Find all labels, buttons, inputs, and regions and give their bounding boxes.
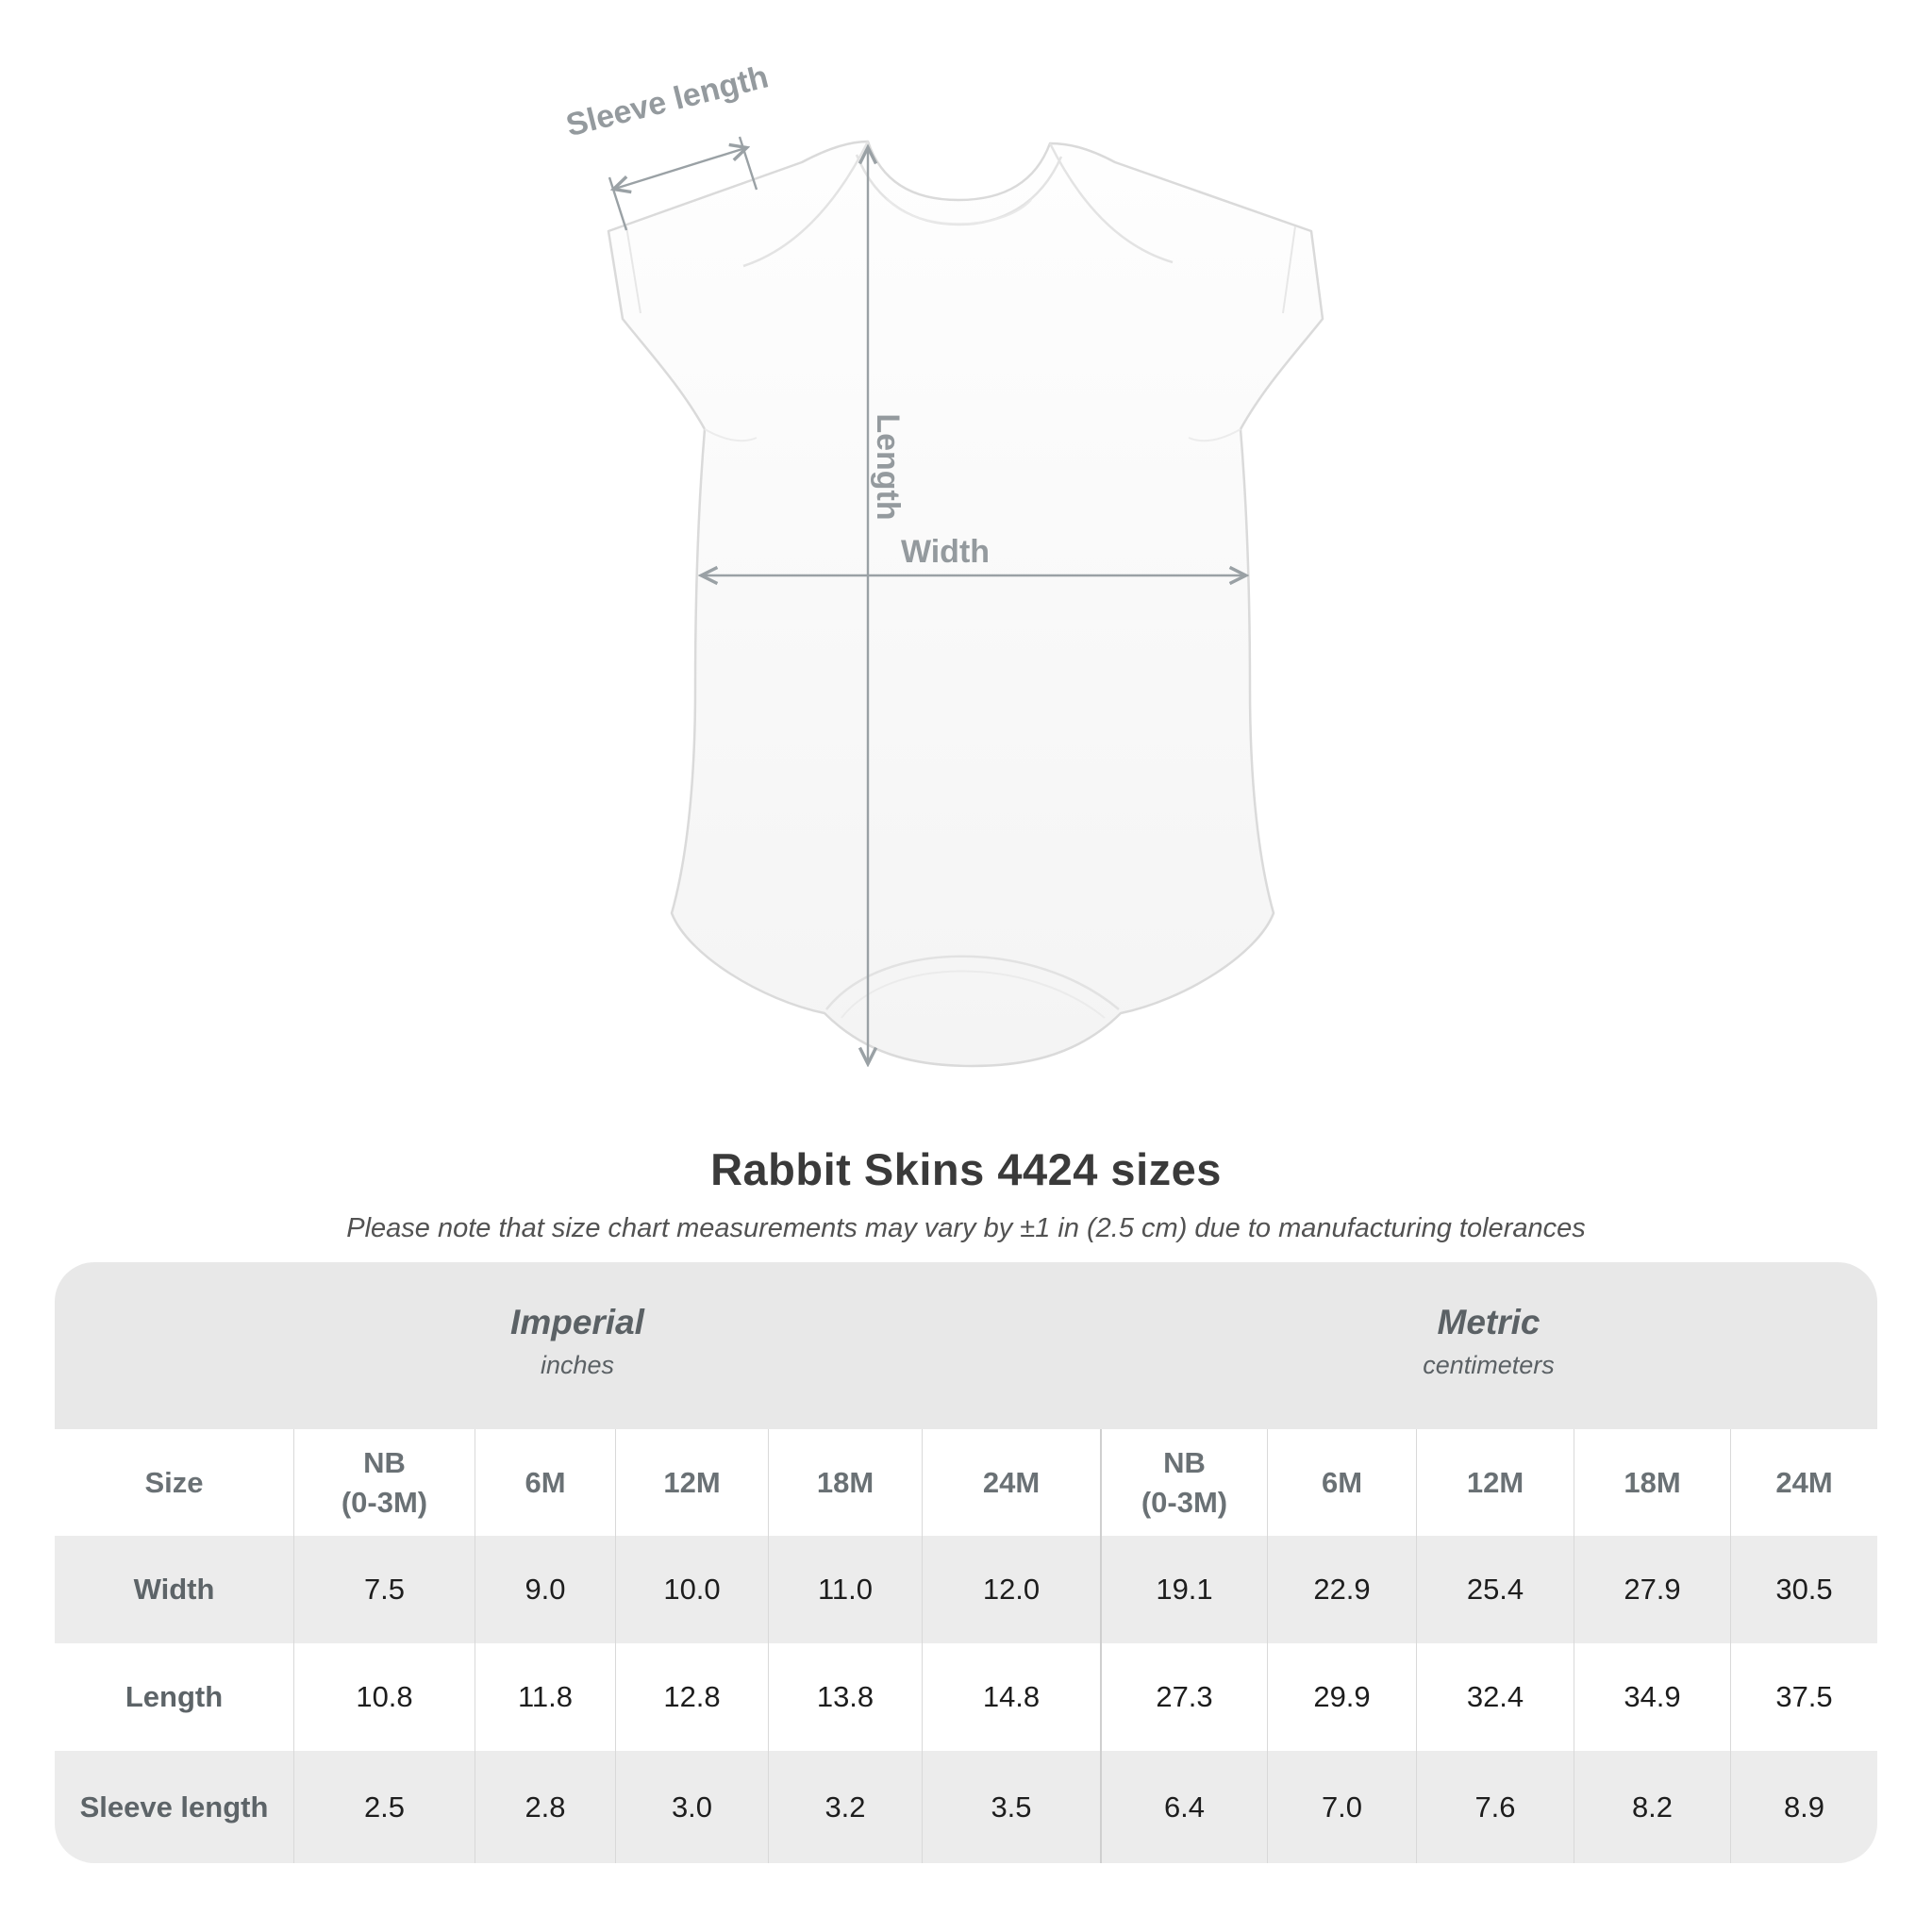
width-metric-24m: 30.5 (1730, 1536, 1877, 1643)
column-header-imperial-18m: 18M (768, 1429, 922, 1536)
onesie-illustration (607, 140, 1324, 1068)
metric-section-unit: centimeters (1423, 1350, 1555, 1379)
length-metric-6m: 29.9 (1267, 1643, 1416, 1751)
length-imperial-6m: 11.8 (475, 1643, 615, 1751)
sleeve-dimension-line (615, 148, 745, 189)
column-header-imperial-nb: NB (0-3M) (293, 1429, 475, 1536)
column-header-imperial-12m: 12M (615, 1429, 768, 1536)
length-metric-nb: 27.3 (1100, 1643, 1267, 1751)
length-metric-12m: 32.4 (1416, 1643, 1574, 1751)
column-header-metric-18m: 18M (1574, 1429, 1730, 1536)
sleeve-imperial-24m: 3.5 (922, 1751, 1100, 1863)
length-metric-18m: 34.9 (1574, 1643, 1730, 1751)
length-metric-24m: 37.5 (1730, 1643, 1877, 1751)
sleeve-metric-18m: 8.2 (1574, 1751, 1730, 1863)
page-title: Rabbit Skins 4424 sizes (710, 1144, 1222, 1194)
column-header-imperial-24m: 24M (922, 1429, 1100, 1536)
imperial-section-unit: inches (540, 1350, 615, 1379)
sleeve-imperial-nb: 2.5 (293, 1751, 475, 1863)
metric-section-title: Metric (1437, 1302, 1541, 1341)
sleeve-metric-6m: 7.0 (1267, 1751, 1416, 1863)
width-imperial-12m: 10.0 (615, 1536, 768, 1643)
sleeve-dimension-tick-left (608, 176, 628, 231)
metric-section-header: Metric centimeters (1100, 1262, 1877, 1429)
column-header-imperial-6m: 6M (475, 1429, 615, 1536)
size-column-header: Size (144, 1465, 204, 1499)
sleeve-dimension-tick-right (738, 136, 758, 191)
width-metric-6m: 22.9 (1267, 1536, 1416, 1643)
sleeve-length-label: Sleeve length (562, 58, 772, 143)
sleeve-metric-nb: 6.4 (1100, 1751, 1267, 1863)
width-metric-18m: 27.9 (1574, 1536, 1730, 1643)
onesie-diagram: Sleeve length Length Width (562, 58, 1324, 1068)
width-label: Width (901, 534, 990, 570)
width-metric-12m: 25.4 (1416, 1536, 1574, 1643)
sleeve-imperial-6m: 2.8 (475, 1751, 615, 1863)
size-table: Imperial inches Metric centimeters Size … (55, 1262, 1877, 1863)
sleeve-imperial-18m: 3.2 (768, 1751, 922, 1863)
column-header-metric-24m: 24M (1730, 1429, 1877, 1536)
width-imperial-6m: 9.0 (475, 1536, 615, 1643)
sleeve-metric-24m: 8.9 (1730, 1751, 1877, 1863)
sleeve-metric-12m: 7.6 (1416, 1751, 1574, 1863)
length-label: Length (870, 413, 906, 520)
row-label-width: Width (55, 1536, 293, 1643)
width-imperial-24m: 12.0 (922, 1536, 1100, 1643)
length-imperial-18m: 13.8 (768, 1643, 922, 1751)
sleeve-imperial-12m: 3.0 (615, 1751, 768, 1863)
width-imperial-18m: 11.0 (768, 1536, 922, 1643)
column-header-metric-6m: 6M (1267, 1429, 1416, 1536)
length-imperial-nb: 10.8 (293, 1643, 475, 1751)
length-imperial-24m: 14.8 (922, 1643, 1100, 1751)
row-label-sleeve-length: Sleeve length (55, 1751, 293, 1863)
length-imperial-12m: 12.8 (615, 1643, 768, 1751)
row-label-length: Length (125, 1680, 224, 1713)
column-header-metric-12m: 12M (1416, 1429, 1574, 1536)
tolerance-note: Please note that size chart measurements… (346, 1213, 1586, 1243)
imperial-section-header: Imperial inches (55, 1262, 1100, 1429)
width-metric-nb: 19.1 (1100, 1536, 1267, 1643)
imperial-section-title: Imperial (510, 1302, 644, 1341)
column-header-metric-nb: NB (0-3M) (1100, 1429, 1267, 1536)
width-imperial-nb: 7.5 (293, 1536, 475, 1643)
